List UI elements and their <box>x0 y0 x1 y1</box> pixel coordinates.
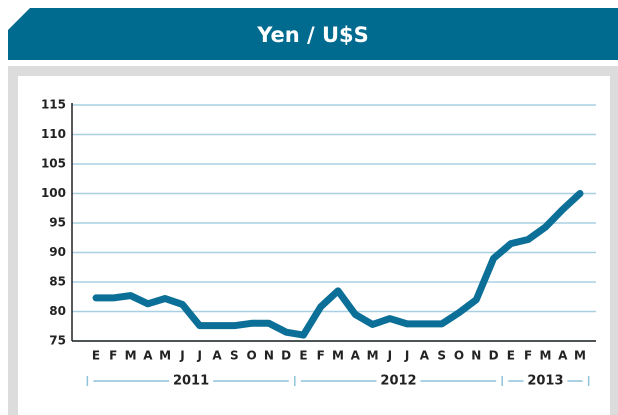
x-tick-label: M <box>367 349 379 363</box>
y-tick-label: 110 <box>41 127 66 141</box>
x-tick-label: E <box>92 349 100 363</box>
y-tick-label: 115 <box>41 98 66 112</box>
x-tick-label: D <box>281 349 291 363</box>
x-tick-label: S <box>437 349 446 363</box>
x-tick-label: D <box>489 349 499 363</box>
header-bar <box>8 8 618 60</box>
y-tick-label: 85 <box>49 275 66 289</box>
x-tick-label: A <box>143 349 153 363</box>
x-tick-label: O <box>246 349 256 363</box>
x-tick-label: A <box>420 349 430 363</box>
panel <box>18 76 610 415</box>
x-tick-label: F <box>109 349 117 363</box>
x-tick-label: F <box>524 349 532 363</box>
x-tick-label: M <box>539 349 551 363</box>
y-tick-label: 90 <box>49 245 66 259</box>
x-tick-label: M <box>332 349 344 363</box>
line-series <box>92 190 584 339</box>
x-tick-label: E <box>507 349 515 363</box>
x-tick-label: M <box>159 349 171 363</box>
x-tick-label: N <box>264 349 274 363</box>
x-tick-label: A <box>351 349 361 363</box>
y-tick-label: 105 <box>41 157 66 171</box>
y-tick-label: 80 <box>49 304 66 318</box>
x-tick-label: J <box>196 349 201 363</box>
x-tick-label: J <box>387 349 392 363</box>
x-tick-label: F <box>317 349 325 363</box>
chart-title: Yen / U$S <box>256 23 369 47</box>
x-tick-label: O <box>454 349 464 363</box>
x-tick-label: E <box>299 349 307 363</box>
y-tick-label: 75 <box>49 334 66 348</box>
x-tick-label: M <box>574 349 586 363</box>
x-tick-label: S <box>230 349 239 363</box>
y-tick-label: 100 <box>41 186 66 200</box>
x-tick-label: J <box>404 349 409 363</box>
year-label: 2012 <box>380 374 416 389</box>
x-tick-label: A <box>558 349 568 363</box>
x-tick-label: J <box>179 349 184 363</box>
y-tick-label: 95 <box>49 216 66 230</box>
x-tick-label: A <box>212 349 222 363</box>
year-label: 2013 <box>527 374 563 389</box>
x-tick-label: N <box>471 349 481 363</box>
year-label: 2011 <box>173 374 209 389</box>
x-tick-label: M <box>125 349 137 363</box>
